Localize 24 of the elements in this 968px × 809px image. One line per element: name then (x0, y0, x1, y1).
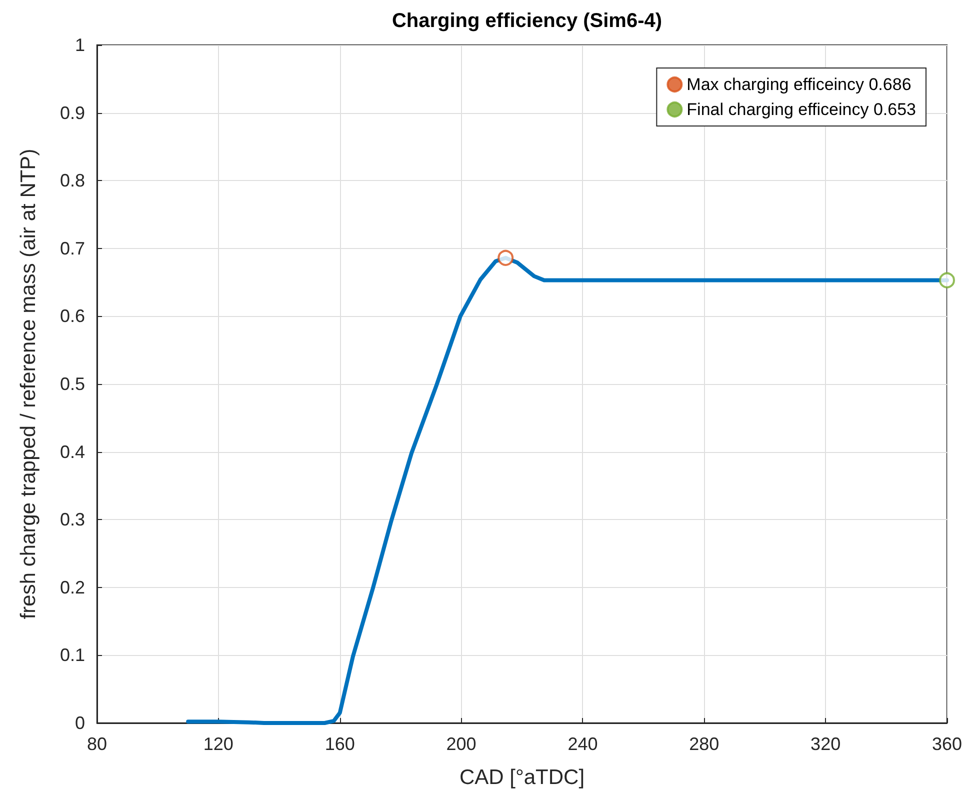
y-tick-label: 0.9 (60, 102, 85, 123)
legend-label: Final charging efficeincy 0.653 (686, 100, 916, 119)
y-tick-label: 0 (74, 713, 85, 733)
x-tick-label: 360 (932, 734, 962, 754)
y-tick-label: 0.6 (60, 306, 85, 326)
legend-label: Max charging efficeincy 0.686 (686, 75, 912, 94)
y-tick-label: 0.1 (60, 645, 85, 666)
y-tick-label: 0.2 (60, 577, 85, 598)
y-tick-label: 0.8 (60, 170, 85, 191)
x-tick-label: 280 (689, 734, 720, 754)
y-tick-label: 0.7 (60, 238, 85, 258)
x-tick-label: 160 (324, 734, 355, 754)
x-tick-label: 240 (568, 734, 598, 754)
chart-title: Charging efficiency (Sim6-4) (392, 10, 662, 32)
y-tick-label: 0.5 (60, 374, 85, 394)
x-tick-label: 320 (810, 734, 841, 754)
y-tick-label: 0.4 (60, 442, 85, 462)
x-tick-label: 120 (203, 734, 234, 754)
y-axis-title: fresh charge trapped / reference mass (air at NTP) (17, 148, 40, 620)
x-axis-title: CAD [°aTDC] (459, 766, 585, 789)
y-tick-label: 0.3 (60, 510, 85, 530)
x-tick-label: 80 (86, 734, 108, 754)
y-tick-label: 1 (74, 35, 85, 55)
x-tick-label: 200 (446, 734, 476, 754)
